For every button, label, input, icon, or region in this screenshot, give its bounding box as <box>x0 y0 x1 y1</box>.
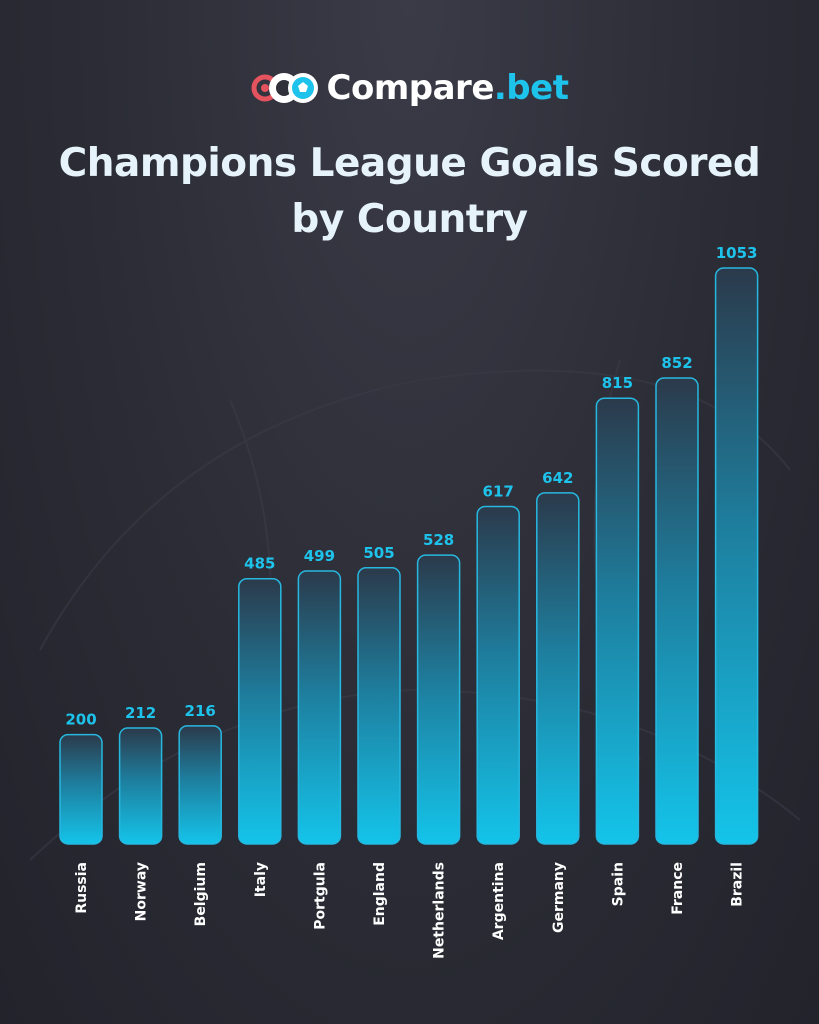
category-label: England <box>372 862 388 926</box>
data-label: 485 <box>244 555 275 573</box>
category-label: Norway <box>134 862 150 921</box>
bar-belgium <box>178 725 222 845</box>
brand-name: Compare <box>326 68 495 108</box>
chart-title-line-1: Champions League Goals Scored <box>58 141 761 186</box>
category-label: Portgula <box>312 862 328 930</box>
bar-italy <box>238 577 282 845</box>
data-label: 200 <box>65 711 96 729</box>
bar-brazil <box>714 267 759 845</box>
data-label: 1053 <box>716 244 758 262</box>
bar-england <box>357 567 401 845</box>
category-label: Russia <box>74 862 90 914</box>
bar-france <box>655 377 699 845</box>
bar-norway <box>118 727 163 845</box>
bar-germany <box>536 492 580 845</box>
category-label: Germany <box>551 862 567 933</box>
bar-portgula <box>297 570 342 845</box>
logo-icon <box>251 68 321 108</box>
category-label: Netherlands <box>432 862 448 959</box>
bar-spain <box>595 397 640 845</box>
bar-russia <box>59 733 103 845</box>
brand-wordmark: Compare.bet <box>327 68 569 108</box>
data-label: 216 <box>185 702 216 720</box>
category-label: Brazil <box>730 862 746 907</box>
chart-title-line-2: by Country <box>291 197 528 242</box>
data-label: 642 <box>542 469 573 487</box>
chart-title: Champions League Goals Scored by Country <box>0 136 819 248</box>
brand-tld: .bet <box>493 68 569 108</box>
category-label: Spain <box>610 862 626 906</box>
bar-netherlands <box>416 554 461 845</box>
data-label: 499 <box>304 547 335 565</box>
data-label: 815 <box>602 374 633 392</box>
data-label: 617 <box>483 482 514 500</box>
bar-argentina <box>476 505 520 845</box>
category-label: France <box>670 862 686 915</box>
category-label: Belgium <box>193 862 209 926</box>
data-label: 852 <box>661 354 692 372</box>
data-label: 505 <box>363 544 394 562</box>
category-label: Argentina <box>491 862 507 940</box>
category-label: Italy <box>253 862 269 897</box>
data-label: 212 <box>125 704 156 722</box>
brand-logo: Compare.bet <box>0 68 819 108</box>
data-label: 528 <box>423 531 454 549</box>
